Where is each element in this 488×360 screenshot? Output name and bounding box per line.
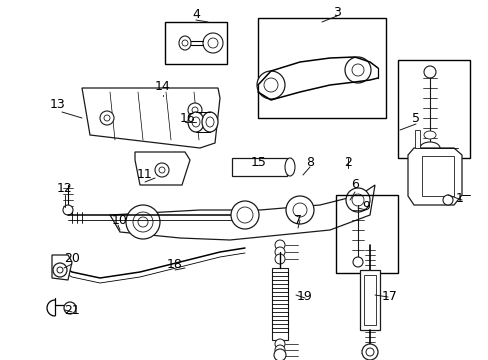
Circle shape xyxy=(274,247,285,257)
Circle shape xyxy=(63,205,73,215)
Circle shape xyxy=(274,345,285,355)
Polygon shape xyxy=(82,88,220,148)
Circle shape xyxy=(274,351,285,360)
Ellipse shape xyxy=(203,33,223,53)
Ellipse shape xyxy=(133,212,153,232)
Circle shape xyxy=(182,40,187,46)
Text: 10: 10 xyxy=(112,213,128,226)
Ellipse shape xyxy=(230,201,259,229)
Polygon shape xyxy=(414,130,419,148)
Text: 14: 14 xyxy=(155,81,170,94)
Bar xyxy=(359,270,379,330)
Text: 11: 11 xyxy=(137,168,153,181)
Ellipse shape xyxy=(205,117,214,127)
Circle shape xyxy=(361,344,377,360)
Circle shape xyxy=(104,115,110,121)
Circle shape xyxy=(155,163,169,177)
Circle shape xyxy=(352,257,362,267)
Bar xyxy=(231,158,286,176)
Ellipse shape xyxy=(285,158,294,176)
Polygon shape xyxy=(110,185,374,240)
Text: 1: 1 xyxy=(455,192,463,204)
Text: 8: 8 xyxy=(305,156,313,168)
Text: 16: 16 xyxy=(180,112,196,125)
Text: 18: 18 xyxy=(167,258,183,271)
Ellipse shape xyxy=(192,117,200,127)
Ellipse shape xyxy=(423,131,435,139)
Circle shape xyxy=(57,267,63,273)
Polygon shape xyxy=(407,148,461,205)
Ellipse shape xyxy=(187,112,203,132)
Ellipse shape xyxy=(207,38,218,48)
Circle shape xyxy=(159,167,164,173)
Circle shape xyxy=(423,66,435,78)
Ellipse shape xyxy=(345,57,370,83)
Bar xyxy=(271,268,287,340)
Ellipse shape xyxy=(351,194,363,206)
Ellipse shape xyxy=(237,207,252,223)
Polygon shape xyxy=(135,152,190,185)
Circle shape xyxy=(192,107,198,113)
Circle shape xyxy=(64,302,76,314)
Text: 7: 7 xyxy=(293,213,302,226)
Text: 12: 12 xyxy=(57,181,73,194)
Circle shape xyxy=(274,240,285,250)
Text: 20: 20 xyxy=(64,252,80,265)
Text: 4: 4 xyxy=(192,9,200,22)
Polygon shape xyxy=(52,255,72,280)
Circle shape xyxy=(274,254,285,264)
Ellipse shape xyxy=(351,64,363,76)
Text: 17: 17 xyxy=(381,289,397,302)
Ellipse shape xyxy=(285,196,313,224)
Ellipse shape xyxy=(126,205,160,239)
Text: 15: 15 xyxy=(250,156,266,168)
Ellipse shape xyxy=(346,188,369,212)
Text: 2: 2 xyxy=(344,157,351,170)
Circle shape xyxy=(273,349,285,360)
Bar xyxy=(258,18,385,118)
Text: 9: 9 xyxy=(361,201,369,213)
Bar xyxy=(397,60,469,158)
Text: 6: 6 xyxy=(350,179,358,192)
Bar xyxy=(335,195,397,273)
Circle shape xyxy=(100,111,114,125)
Text: 19: 19 xyxy=(297,289,312,302)
Text: 5: 5 xyxy=(411,112,419,125)
Circle shape xyxy=(53,263,67,277)
Bar xyxy=(421,156,453,196)
Circle shape xyxy=(187,103,202,117)
Text: 21: 21 xyxy=(64,303,80,316)
Ellipse shape xyxy=(202,112,218,132)
Ellipse shape xyxy=(179,36,191,50)
Circle shape xyxy=(365,348,373,356)
Circle shape xyxy=(442,195,452,205)
Text: 13: 13 xyxy=(50,99,66,112)
Ellipse shape xyxy=(419,142,439,154)
Ellipse shape xyxy=(138,217,148,227)
Circle shape xyxy=(274,339,285,349)
Ellipse shape xyxy=(292,203,306,217)
Ellipse shape xyxy=(257,71,285,99)
Ellipse shape xyxy=(264,78,278,92)
Text: 3: 3 xyxy=(332,5,340,18)
Bar xyxy=(164,22,226,64)
Bar xyxy=(363,275,375,325)
